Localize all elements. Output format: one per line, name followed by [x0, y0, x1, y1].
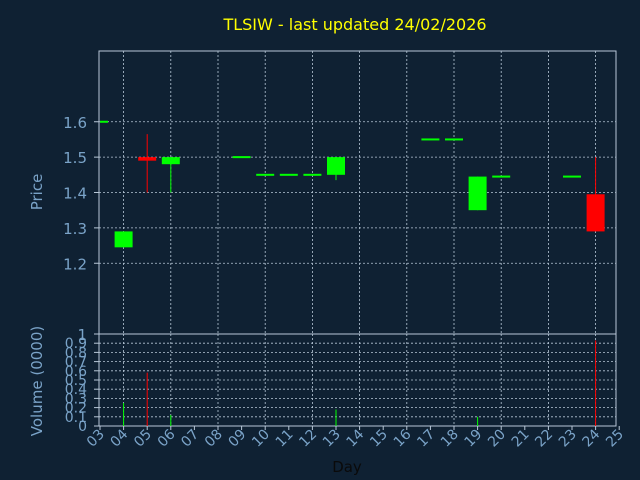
- volume-tick-label: 0: [78, 419, 87, 435]
- candle-body: [100, 120, 108, 123]
- candle-body: [114, 231, 133, 248]
- volume-tick-label: 0.9: [65, 336, 87, 352]
- volume-axis: 00.10.20.30.40.50.60.70.80.9: [65, 336, 99, 435]
- volume-tick-label: 0.2: [65, 401, 87, 417]
- candle-body: [232, 156, 251, 159]
- volume-tick-label: 0.5: [65, 373, 87, 389]
- candle-body: [279, 173, 298, 176]
- price-tick-label: 1.5: [63, 149, 87, 167]
- price-tick-label: 1.6: [63, 114, 87, 132]
- volume-axis-label: Volume (0000): [28, 326, 46, 436]
- candles: [100, 120, 605, 248]
- volume-bars: [123, 340, 597, 426]
- candle-body: [138, 157, 157, 161]
- candle-body: [492, 175, 511, 178]
- price-tick-label: 1.4: [63, 185, 87, 203]
- candle-body: [256, 173, 275, 176]
- chart-title: TLSIW - last updated 24/02/2026: [222, 15, 486, 34]
- price-axis: 1 1.2 1.3 1.4 1.5 1.6: [63, 114, 99, 344]
- volume-tick-label: 0.4: [65, 382, 87, 398]
- volume-tick-label: 0.1: [65, 410, 87, 426]
- candle-body: [303, 173, 322, 176]
- price-tick-label: 1.3: [63, 220, 87, 238]
- candle-body: [468, 176, 487, 211]
- volume-tick-label: 0.7: [65, 355, 87, 371]
- candle-body: [563, 175, 581, 178]
- volume-tick-label: 0.8: [65, 345, 87, 361]
- candle-body: [421, 138, 440, 141]
- candle-body: [445, 138, 463, 141]
- price-tick-label: 1.2: [63, 255, 87, 273]
- volume-tick-label: 0.6: [65, 364, 87, 380]
- candle-body: [161, 157, 180, 165]
- price-tick-label: 1: [77, 326, 87, 344]
- candle-body: [327, 157, 345, 175]
- price-axis-label: Price: [28, 174, 46, 211]
- x-axis: 03 04 05 06 07 08 09 10 11 12 13 14 15 16 17 18 19 20 21 22…: [84, 426, 627, 450]
- candle-body: [586, 194, 605, 232]
- x-axis-label: Day: [332, 458, 362, 476]
- volume-tick-label: 0.3: [65, 391, 87, 407]
